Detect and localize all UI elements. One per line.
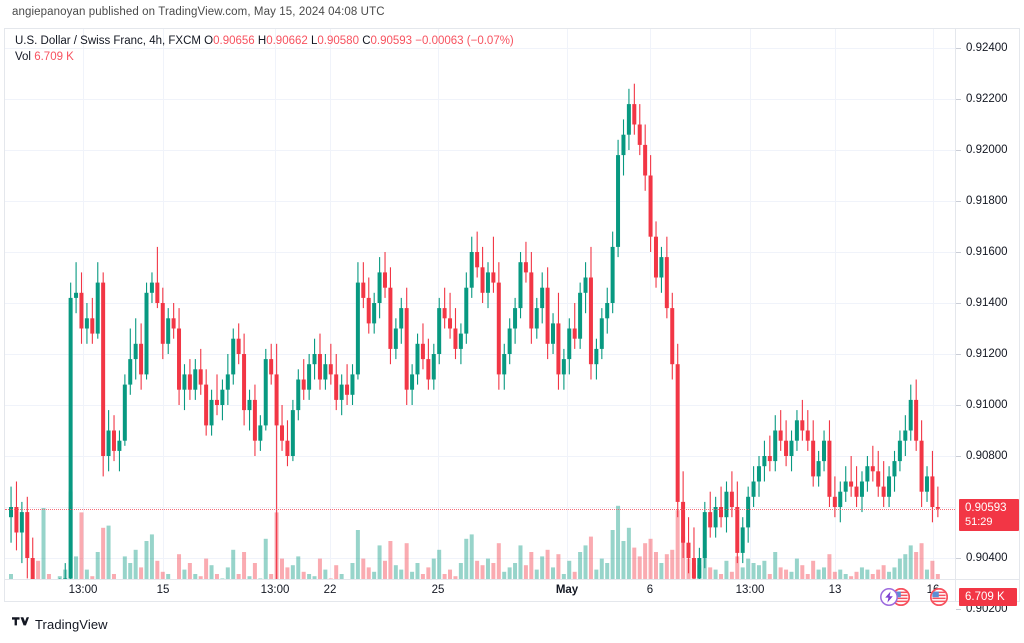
gridline-horizontal	[5, 99, 955, 100]
price-tick-label: 0.91800	[966, 195, 1008, 207]
price-tick-mark	[956, 252, 961, 253]
time-tick-label: 13:00	[68, 584, 98, 596]
price-tick-mark	[956, 48, 961, 49]
footer-branding: TradingView	[12, 615, 108, 633]
gridline-horizontal	[5, 507, 955, 508]
price-scale[interactable]: 0.92400 0.92200 0.92000 0.91800 0.91600 0.914…	[956, 29, 1021, 615]
price-tick-label: 0.92200	[966, 93, 1008, 105]
bar-countdown: 51:29	[965, 515, 993, 528]
tradingview-brand-text: TradingView	[35, 616, 108, 632]
price-tick-mark	[956, 201, 961, 202]
time-tick-label: 15	[156, 584, 170, 596]
attribution-text: angiepanoyan published on TradingView.co…	[12, 6, 385, 18]
time-tick-label: 22	[323, 584, 337, 596]
tradingview-logo-icon	[12, 615, 29, 633]
current-price-badge[interactable]: 0.90593 51:29	[959, 498, 1019, 531]
gridline-vertical	[83, 29, 84, 579]
economic-event-lightning-icon[interactable]	[879, 587, 899, 607]
volume-series	[9, 491, 940, 579]
gridline-horizontal	[5, 405, 955, 406]
candle-series	[9, 83, 940, 579]
price-tick-label: 0.90800	[966, 450, 1008, 462]
price-tick-mark	[956, 456, 961, 457]
price-tick-mark	[956, 405, 961, 406]
price-tick-mark	[956, 354, 961, 355]
price-tick-label: 0.92000	[966, 144, 1008, 156]
gridline-vertical	[835, 29, 836, 579]
candlestick-series	[9, 83, 940, 579]
price-tick-label: 0.91400	[966, 297, 1008, 309]
time-tick-label: May	[555, 584, 579, 596]
price-tick-mark	[956, 99, 961, 100]
usa-flag-event-marker[interactable]	[929, 587, 949, 607]
price-tick-label: 0.90200	[966, 603, 1008, 615]
gridline-vertical	[567, 29, 568, 579]
gridline-vertical	[933, 29, 934, 579]
price-tick-label: 0.91600	[966, 246, 1008, 258]
time-tick-label: 6	[646, 584, 654, 596]
time-tick-label: 13:00	[260, 584, 290, 596]
gridline-horizontal	[5, 456, 955, 457]
price-tick-label: 0.92400	[966, 42, 1008, 54]
time-tick-label: 13	[828, 584, 842, 596]
gridline-horizontal	[5, 558, 955, 559]
volume-value-badge[interactable]: 6.709 K	[959, 588, 1017, 606]
gridline-vertical	[275, 29, 276, 579]
gridline-horizontal	[5, 150, 955, 151]
price-tick-label: 0.91000	[966, 399, 1008, 411]
price-scale-separator	[955, 29, 956, 601]
gridline-horizontal	[5, 354, 955, 355]
gridline-vertical	[750, 29, 751, 579]
current-price-line	[5, 508, 955, 510]
gridline-vertical	[650, 29, 651, 579]
gridline-vertical	[438, 29, 439, 579]
time-tick-label: 13:00	[735, 584, 765, 596]
current-price-value: 0.90593	[965, 501, 1007, 514]
price-tick-mark	[956, 558, 961, 559]
price-tick-mark	[956, 303, 961, 304]
gridline-horizontal	[5, 48, 955, 49]
time-scale[interactable]: 13:00 15 13:00 22 25 May 6 13:00 13 16	[5, 580, 955, 602]
chart-frame: U.S. Dollar / Swiss Franc, 4h, FXCM O0.9…	[4, 28, 1021, 615]
gridline-horizontal	[5, 201, 955, 202]
time-tick-label: 25	[431, 584, 445, 596]
price-tick-mark	[956, 609, 961, 610]
time-scale-separator	[5, 579, 1019, 580]
chart-plot-area[interactable]	[5, 29, 955, 579]
gridline-vertical	[330, 29, 331, 579]
price-tick-label: 0.91200	[966, 348, 1008, 360]
price-tick-mark	[956, 150, 961, 151]
price-tick-label: 0.90400	[966, 552, 1008, 564]
gridline-horizontal	[5, 252, 955, 253]
gridline-horizontal	[5, 303, 955, 304]
